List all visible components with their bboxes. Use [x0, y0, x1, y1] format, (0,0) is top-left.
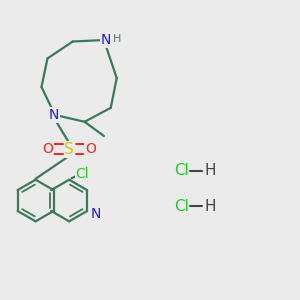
Text: H: H — [113, 34, 122, 44]
Text: H: H — [205, 163, 217, 178]
Text: S: S — [64, 142, 74, 157]
Text: Cl: Cl — [174, 163, 189, 178]
Text: N: N — [101, 33, 112, 47]
Text: O: O — [42, 142, 53, 156]
Text: N: N — [49, 108, 59, 122]
Text: O: O — [85, 142, 96, 156]
Text: H: H — [205, 199, 217, 214]
Text: N: N — [91, 208, 101, 221]
Text: Cl: Cl — [76, 167, 89, 182]
Text: Cl: Cl — [174, 199, 189, 214]
